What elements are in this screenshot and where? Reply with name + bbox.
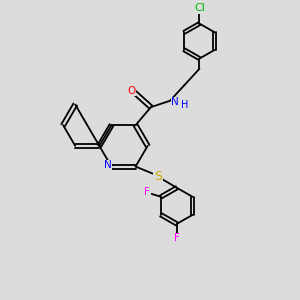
Text: F: F bbox=[144, 188, 150, 197]
Text: O: O bbox=[127, 85, 135, 96]
Text: N: N bbox=[171, 97, 179, 107]
Text: H: H bbox=[181, 100, 188, 110]
Text: F: F bbox=[174, 233, 180, 243]
Text: Cl: Cl bbox=[194, 3, 205, 13]
Text: N: N bbox=[104, 160, 112, 170]
Text: S: S bbox=[154, 170, 162, 183]
